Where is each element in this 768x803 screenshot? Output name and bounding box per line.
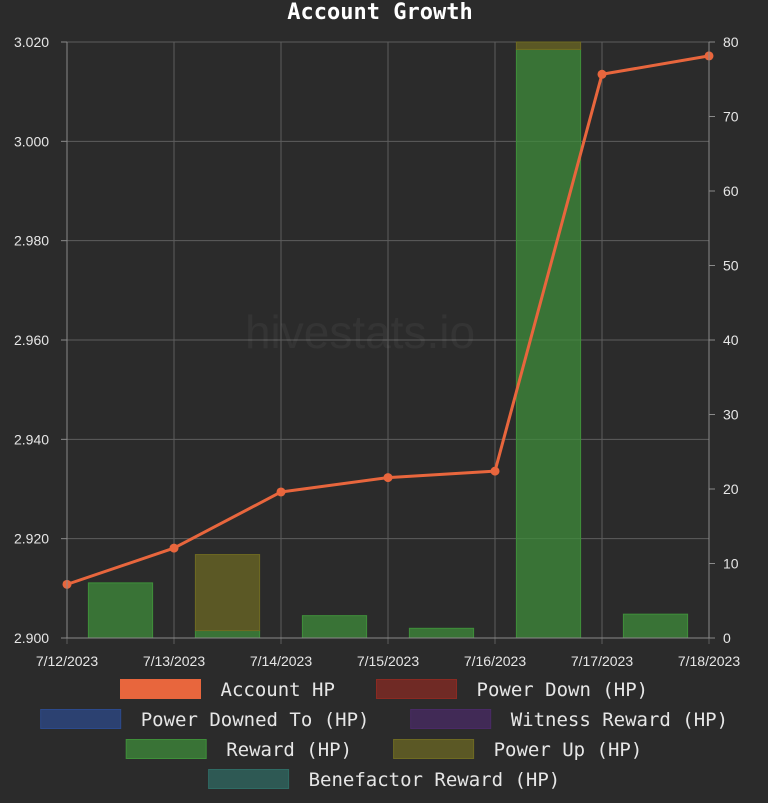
legend[interactable]: Account HP Power Down (HP) Power Downed To… bbox=[41, 679, 728, 791]
right-tick-label: 50 bbox=[723, 258, 739, 274]
legend-label-benefactor-reward-hp[interactable]: Benefactor Reward (HP) bbox=[309, 769, 561, 791]
x-tick-label: 7/12/2023 bbox=[36, 653, 98, 669]
account-hp-point bbox=[384, 473, 393, 482]
legend-label-account-hp[interactable]: Account HP bbox=[221, 679, 335, 701]
bar-reward-hp bbox=[409, 628, 473, 638]
left-tick-label: 2.900 bbox=[14, 630, 49, 646]
x-tick-label: 7/15/2023 bbox=[357, 653, 419, 669]
left-tick-label: 2.980 bbox=[14, 233, 49, 249]
legend-swatch-benefactor-reward-hp[interactable] bbox=[209, 770, 289, 789]
legend-label-power-down-hp[interactable]: Power Down (HP) bbox=[477, 679, 649, 701]
bar-reward-hp bbox=[88, 583, 152, 638]
bar-reward-hp bbox=[302, 616, 366, 638]
right-tick-label: 70 bbox=[723, 109, 739, 125]
chart-title: Account Growth bbox=[287, 0, 472, 25]
bar-power-up-hp bbox=[195, 555, 259, 631]
left-tick-label: 3.000 bbox=[14, 133, 49, 149]
right-tick-label: 40 bbox=[723, 332, 739, 348]
legend-swatch-reward-hp[interactable] bbox=[126, 740, 206, 759]
x-tick-label: 7/16/2023 bbox=[464, 653, 526, 669]
legend-swatch-power-down-hp[interactable] bbox=[377, 680, 457, 699]
x-tick-label: 7/18/2023 bbox=[678, 653, 740, 669]
right-tick-label: 30 bbox=[723, 407, 739, 423]
right-tick-label: 60 bbox=[723, 183, 739, 199]
x-tick-label: 7/17/2023 bbox=[571, 653, 633, 669]
watermark: hivestats.io bbox=[245, 306, 475, 358]
left-tick-label: 2.940 bbox=[14, 431, 49, 447]
legend-swatch-witness-reward-hp[interactable] bbox=[411, 710, 491, 729]
bar-reward-hp bbox=[195, 631, 259, 638]
legend-swatch-account-hp[interactable] bbox=[121, 680, 201, 699]
right-tick-label: 10 bbox=[723, 556, 739, 572]
left-tick-label: 2.920 bbox=[14, 531, 49, 547]
right-tick-label: 80 bbox=[723, 34, 739, 50]
x-tick-label: 7/13/2023 bbox=[143, 653, 205, 669]
legend-swatch-power-up-hp[interactable] bbox=[394, 740, 474, 759]
left-tick-label: 2.960 bbox=[14, 332, 49, 348]
left-tick-label: 3.020 bbox=[14, 34, 49, 50]
bar-reward-hp bbox=[516, 49, 580, 638]
right-tick-label: 20 bbox=[723, 481, 739, 497]
legend-swatch-power-downed-to-hp[interactable] bbox=[41, 710, 121, 729]
account-hp-point bbox=[491, 467, 500, 476]
legend-label-witness-reward-hp[interactable]: Witness Reward (HP) bbox=[511, 709, 728, 731]
account-hp-point bbox=[277, 487, 286, 496]
bar-power-up-hp bbox=[516, 42, 580, 49]
legend-label-power-downed-to-hp[interactable]: Power Downed To (HP) bbox=[141, 709, 370, 731]
account-hp-point bbox=[598, 70, 607, 79]
legend-label-power-up-hp[interactable]: Power Up (HP) bbox=[494, 739, 643, 761]
bar-reward-hp bbox=[623, 614, 687, 638]
right-tick-label: 0 bbox=[723, 630, 731, 646]
x-tick-label: 7/14/2023 bbox=[250, 653, 312, 669]
account-hp-point bbox=[170, 544, 179, 553]
legend-label-reward-hp[interactable]: Reward (HP) bbox=[226, 739, 352, 761]
